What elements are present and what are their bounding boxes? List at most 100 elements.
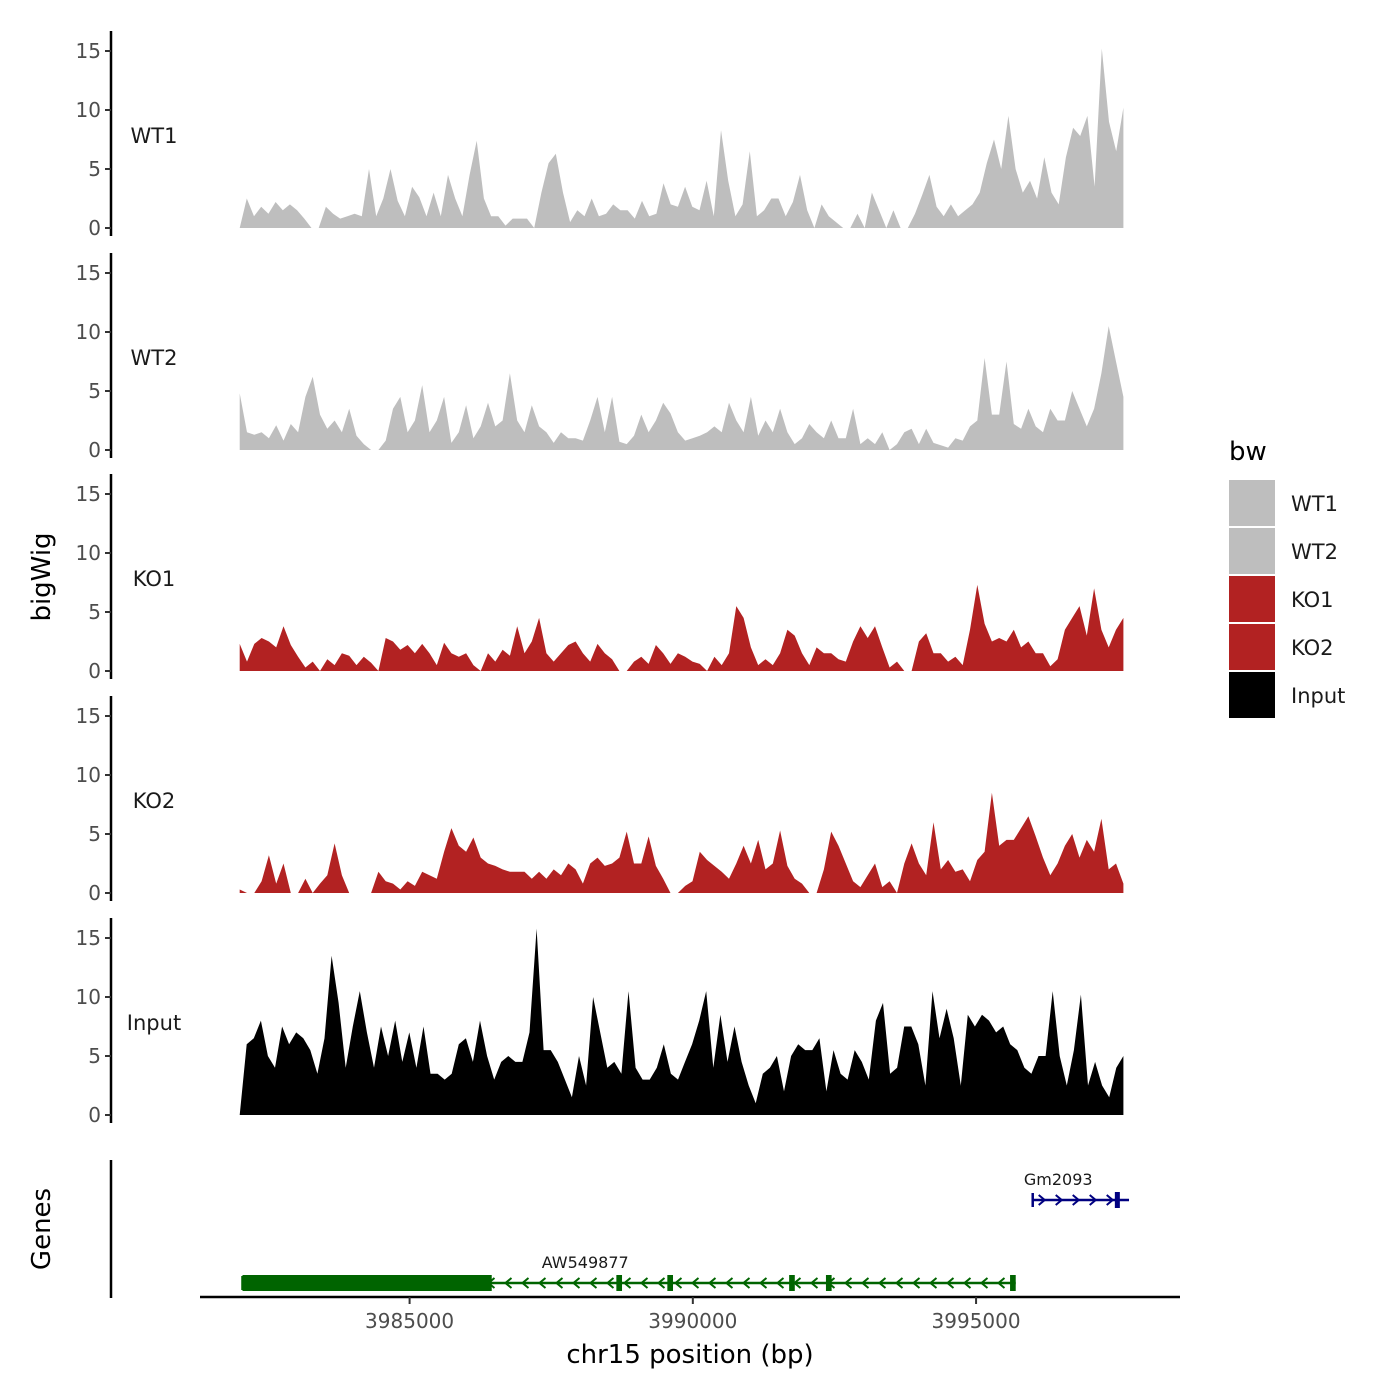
strand-arrow	[639, 1277, 649, 1289]
signal-area-ko1	[239, 584, 1124, 671]
strand-arrow	[537, 1277, 547, 1289]
signal-area-wt2	[239, 326, 1124, 450]
strand-arrow	[877, 1277, 887, 1289]
strand-arrow	[962, 1277, 972, 1289]
legend-label-ko2: KO2	[1291, 636, 1334, 660]
y-axis-title: bigWig	[27, 532, 57, 621]
legend-swatch-input	[1229, 672, 1275, 718]
gene-exon	[616, 1275, 623, 1291]
y-tick-label: 0	[88, 881, 101, 905]
legend-label-input: Input	[1291, 684, 1345, 708]
x-tick-label: 3990000	[648, 1309, 737, 1333]
gene-label: Gm2093	[1024, 1170, 1093, 1189]
y-tick-label: 5	[88, 379, 101, 403]
track-ko2: 0 5 10 15 KO2	[76, 696, 1124, 905]
track-label-input: Input	[127, 1011, 181, 1035]
y-tick-label: 0	[88, 1103, 101, 1127]
legend-swatch-ko1	[1229, 576, 1275, 622]
x-axis-title: chr15 position (bp)	[566, 1340, 813, 1370]
legend-label-wt1: WT1	[1291, 492, 1338, 516]
strand-arrow	[1055, 1194, 1064, 1206]
strand-arrow	[690, 1277, 700, 1289]
strand-arrow	[656, 1277, 666, 1289]
strand-arrow	[554, 1277, 564, 1289]
gene-exon	[1010, 1275, 1016, 1291]
track-label-ko2: KO2	[133, 789, 176, 813]
gene-exon	[667, 1275, 674, 1291]
strand-arrow	[996, 1277, 1006, 1289]
y-tick-label: 5	[88, 822, 101, 846]
strand-arrow	[520, 1277, 530, 1289]
legend-swatch-wt1	[1229, 480, 1275, 526]
y-tick-label: 15	[76, 926, 101, 950]
gene-exon	[789, 1275, 795, 1291]
x-axis: 3985000 3990000 3995000	[200, 1295, 1180, 1333]
strand-arrow	[809, 1277, 819, 1289]
legend-label-wt2: WT2	[1291, 540, 1338, 564]
gene-gm2093: Gm2093	[1024, 1170, 1130, 1208]
legend: bw WT1 WT2 KO1 KO2 Input	[1229, 437, 1345, 718]
strand-arrow	[945, 1277, 955, 1289]
y-tick-label: 10	[76, 320, 101, 344]
legend-label-ko1: KO1	[1291, 588, 1334, 612]
strand-arrow	[707, 1277, 717, 1289]
legend-title: bw	[1229, 437, 1267, 467]
y-tick-label: 10	[76, 985, 101, 1009]
strand-arrow	[724, 1277, 734, 1289]
strand-arrow	[775, 1277, 785, 1289]
strand-arrow	[843, 1277, 853, 1289]
strand-arrow	[588, 1277, 598, 1289]
bigwig-tracks: 0 5 10 15 WT1 0 5 10 15 WT2 0 5 10 15 KO1 0 5 10 15 KO2 0 5 10…	[76, 31, 1124, 1127]
y-tick-label: 10	[76, 98, 101, 122]
gene-exon	[242, 1275, 492, 1291]
gene-aw549877: AW549877	[241, 1253, 1016, 1291]
track-label-wt2: WT2	[131, 346, 178, 370]
strand-arrow	[894, 1277, 904, 1289]
y-tick-label: 10	[76, 541, 101, 565]
strand-arrow	[605, 1277, 615, 1289]
strand-arrow	[860, 1277, 870, 1289]
gene-exon	[1114, 1192, 1120, 1208]
strand-arrow	[571, 1277, 581, 1289]
y-tick-label: 5	[88, 157, 101, 181]
strand-arrow	[1106, 1194, 1115, 1206]
y-tick-label: 15	[76, 704, 101, 728]
y-tick-label: 10	[76, 763, 101, 787]
strand-arrow	[1072, 1194, 1081, 1206]
strand-arrow	[758, 1277, 768, 1289]
signal-area-wt1	[239, 48, 1124, 228]
signal-area-ko2	[239, 792, 1124, 893]
y-tick-label: 0	[88, 438, 101, 462]
gene-exon	[825, 1275, 832, 1291]
x-tick-label: 3985000	[365, 1309, 454, 1333]
track-wt2: 0 5 10 15 WT2	[76, 253, 1124, 462]
track-label-wt1: WT1	[131, 124, 178, 148]
y-tick-label: 0	[88, 216, 101, 240]
strand-arrow	[1038, 1194, 1047, 1206]
legend-swatch-wt2	[1229, 528, 1275, 574]
genes-track: Gm2093 AW549877	[109, 1160, 1130, 1298]
y-tick-label: 15	[76, 261, 101, 285]
strand-arrow	[979, 1277, 989, 1289]
strand-arrow	[741, 1277, 751, 1289]
track-label-ko1: KO1	[133, 567, 176, 591]
gene-label: AW549877	[542, 1253, 629, 1272]
track-wt1: 0 5 10 15 WT1	[76, 31, 1124, 240]
y-tick-label: 15	[76, 39, 101, 63]
legend-swatch-ko2	[1229, 624, 1275, 670]
strand-arrow	[1089, 1194, 1098, 1206]
strand-arrow	[622, 1277, 632, 1289]
strand-arrow	[928, 1277, 938, 1289]
y-tick-label: 0	[88, 659, 101, 683]
y-tick-label: 15	[76, 482, 101, 506]
x-tick-label: 3995000	[932, 1309, 1021, 1333]
y-tick-label: 5	[88, 1044, 101, 1068]
strand-arrow	[673, 1277, 683, 1289]
strand-arrow	[911, 1277, 921, 1289]
y-tick-label: 5	[88, 600, 101, 624]
strand-arrow	[503, 1277, 513, 1289]
genes-axis-title: Genes	[27, 1188, 57, 1270]
track-ko1: 0 5 10 15 KO1	[76, 474, 1124, 683]
track-input: 0 5 10 15 Input	[76, 918, 1124, 1127]
